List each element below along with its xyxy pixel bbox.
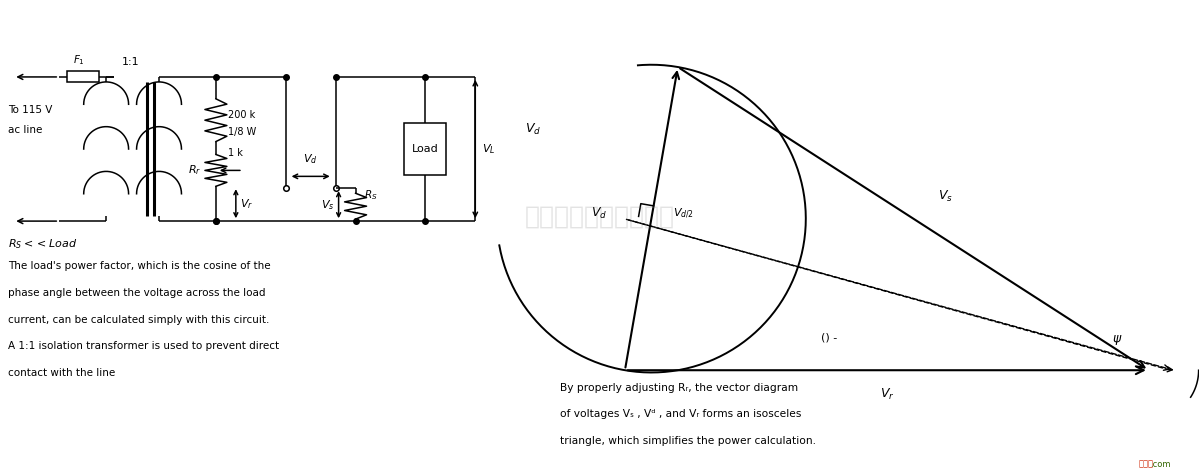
Text: To 115 V: To 115 V: [8, 105, 53, 115]
Text: $R_r$: $R_r$: [187, 163, 200, 177]
Text: $V_r$: $V_r$: [880, 387, 894, 402]
Text: $F_1$: $F_1$: [73, 53, 85, 67]
Text: phase angle between the voltage across the load: phase angle between the voltage across t…: [8, 288, 266, 298]
Text: $V_r$: $V_r$: [240, 197, 253, 210]
Text: The load's power factor, which is the cosine of the: The load's power factor, which is the co…: [8, 261, 271, 271]
Text: $V_s$: $V_s$: [322, 198, 335, 212]
Text: $V_{d/2}$: $V_{d/2}$: [673, 207, 695, 221]
Text: of voltages Vₛ , Vᵈ , and Vᵣ forms an isosceles: of voltages Vₛ , Vᵈ , and Vᵣ forms an is…: [560, 409, 802, 419]
Text: () -: () -: [821, 332, 838, 342]
Text: 200 k: 200 k: [228, 110, 256, 120]
Text: 接线图: 接线图: [1139, 460, 1153, 469]
Text: 1 k: 1 k: [228, 148, 242, 158]
Bar: [67, 71, 100, 82]
Text: By properly adjusting Rᵣ, the vector diagram: By properly adjusting Rᵣ, the vector dia…: [560, 383, 798, 393]
Text: $V_L$: $V_L$: [482, 142, 496, 156]
Text: 1/8 W: 1/8 W: [228, 127, 256, 137]
Text: 1:1: 1:1: [122, 57, 140, 67]
Text: triangle, which simplifies the power calculation.: triangle, which simplifies the power cal…: [560, 436, 816, 446]
Text: $V_d$: $V_d$: [526, 121, 541, 137]
Text: ac line: ac line: [8, 125, 43, 135]
Text: current, can be calculated simply with this circuit.: current, can be calculated simply with t…: [8, 315, 270, 325]
Text: $R_S << Load$: $R_S << Load$: [8, 237, 78, 251]
Text: 杭州将睿科技有限公司: 杭州将睿科技有限公司: [526, 204, 674, 228]
Text: $V_d$: $V_d$: [304, 153, 318, 167]
Text: $V_d$: $V_d$: [590, 206, 607, 221]
Text: A 1:1 isolation transformer is used to prevent direct: A 1:1 isolation transformer is used to p…: [8, 341, 280, 351]
Text: $V_s$: $V_s$: [938, 189, 953, 204]
Text: .com: .com: [1150, 460, 1171, 469]
Text: Load: Load: [412, 144, 439, 154]
Text: $\psi$: $\psi$: [1111, 333, 1122, 347]
Bar: [404, 123, 446, 175]
Text: contact with the line: contact with the line: [8, 368, 115, 378]
Text: $R_S$: $R_S$: [364, 188, 377, 202]
